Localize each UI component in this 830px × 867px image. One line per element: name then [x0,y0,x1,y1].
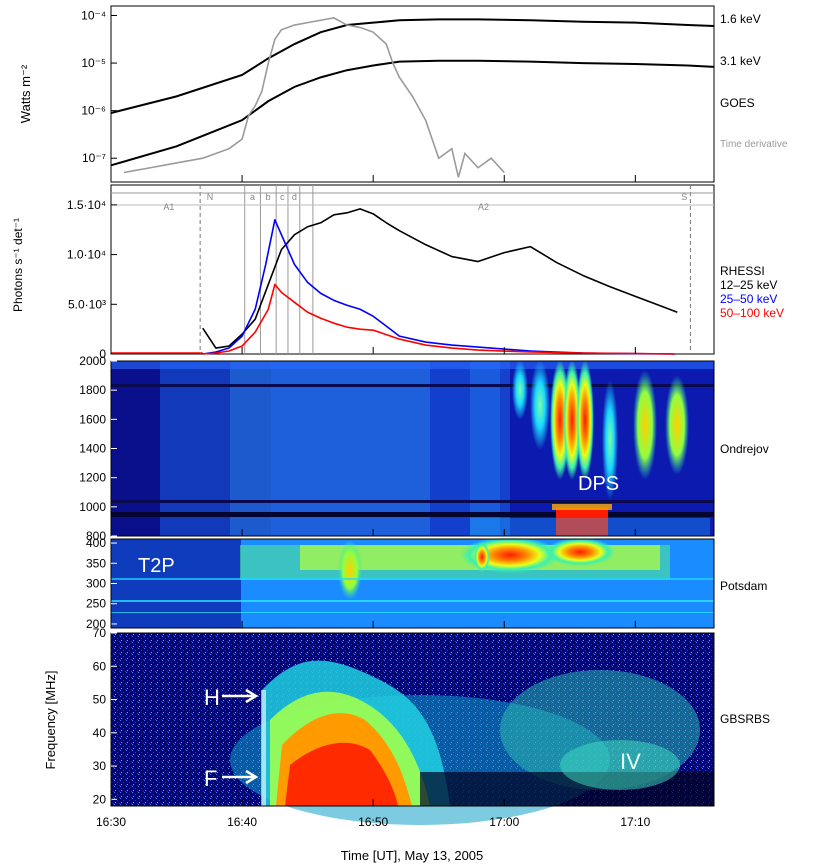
ytick-label: 350 [86,556,106,570]
ytick-label: 1.5·10⁴ [67,198,106,212]
ytick-label: 1400 [79,442,106,456]
xtick-label: 17:00 [489,815,519,829]
rhessi-frame [110,184,715,355]
interval-label: a [250,192,255,202]
xtick-label: 17:10 [620,815,650,829]
legend-goes: GOES [720,96,755,110]
rhessi-series-50-100kev [202,283,675,355]
ytick-label: 0 [99,347,106,361]
ytick-label: 250 [86,597,106,611]
legend-3-1kev: 3.1 keV [720,54,761,68]
xtick-label: 16:40 [227,815,257,829]
iv-label: IV [620,749,641,774]
ytick-label: 50 [93,693,107,707]
rhessi-ylabel: Photons s⁻¹ det⁻¹ [11,218,25,312]
goes-frame [110,5,715,183]
goes-series-time-derivative [123,17,505,178]
ytick-label: 400 [86,536,106,550]
time-axis: 16:30 16:40 16:50 17:00 17:10 [96,175,651,829]
ytick-label: 10⁻⁴ [81,9,106,23]
xtick-label: 16:50 [358,815,388,829]
potsdam-panel: 400 350 300 250 200 T2P Potsdam [86,536,767,631]
h-label: H [204,685,220,710]
ytick-label: 1.0·10⁴ [67,248,106,262]
ytick-label: 40 [93,726,107,740]
ytick-label: 10⁻⁵ [81,56,106,70]
gbsrbs-label: GBSRBS [720,712,770,726]
ytick-label: 5.0·10³ [68,297,106,311]
dps-label: DPS [578,473,619,495]
ytick-label: 200 [86,617,106,631]
xtick-label: 16:30 [96,815,126,829]
h-arrow-icon [222,688,259,704]
interval-label: S [681,192,687,202]
ytick-label: 800 [86,529,106,543]
interval-label: c [280,192,285,202]
ondrejov-panel: 2000 1800 1600 1400 1200 1000 800 DPS Ondrejov [79,354,768,543]
ytick-label: 20 [93,792,107,806]
legend-50-100kev: 50–100 keV [720,306,784,320]
gbsrbs-ylabel: Frequency [MHz] [43,671,58,770]
legend-time-derivative: Time derivative [720,139,788,150]
time-axis-label: Time [UT], May 13, 2005 [341,848,484,863]
rhessi-series-12-25kev [202,208,678,349]
gbsrbs-panel: 70 60 50 40 30 20 Frequency [MHz] H F IV GBSR… [43,626,770,825]
interval-label: A1 [163,202,174,212]
ytick-label: 10⁻⁶ [81,104,106,118]
ytick-label: 1800 [79,383,106,397]
goes-series-1-6-kev [110,18,715,114]
legend-25-50kev: 25–50 keV [720,292,777,306]
ytick-label: 10⁻⁷ [82,151,106,165]
f-arrow-icon [222,769,259,785]
ytick-label: 1600 [79,412,106,426]
interval-label: N [207,192,214,202]
interval-label: d [292,192,297,202]
legend-12-25kev: 12–25 keV [720,278,777,292]
interval-label: b [266,192,271,202]
goes-panel: 10⁻⁴ 10⁻⁵ 10⁻⁶ 10⁻⁷ Watts m⁻² 1.6 keV 3.1 k… [18,5,788,183]
ytick-label: 30 [93,759,107,773]
legend-rhessi: RHESSI [720,264,765,278]
interval-label: A2 [478,202,489,212]
goes-ylabel: Watts m⁻² [18,64,33,123]
ytick-label: 1000 [79,500,106,514]
f-label: F [204,766,217,791]
potsdam-label: Potsdam [720,579,767,593]
ondrejov-label: Ondrejov [720,442,769,456]
ytick-label: 60 [93,659,107,673]
ytick-label: 1200 [79,471,106,485]
ytick-label: 70 [93,626,107,640]
t2p-label: T2P [138,555,175,577]
ondrejov-intense-region [556,508,608,536]
ytick-label: 2000 [79,354,106,368]
goes-series-3-1-kev [110,59,715,167]
ytick-label: 300 [86,577,106,591]
legend-1-6kev: 1.6 keV [720,12,761,26]
